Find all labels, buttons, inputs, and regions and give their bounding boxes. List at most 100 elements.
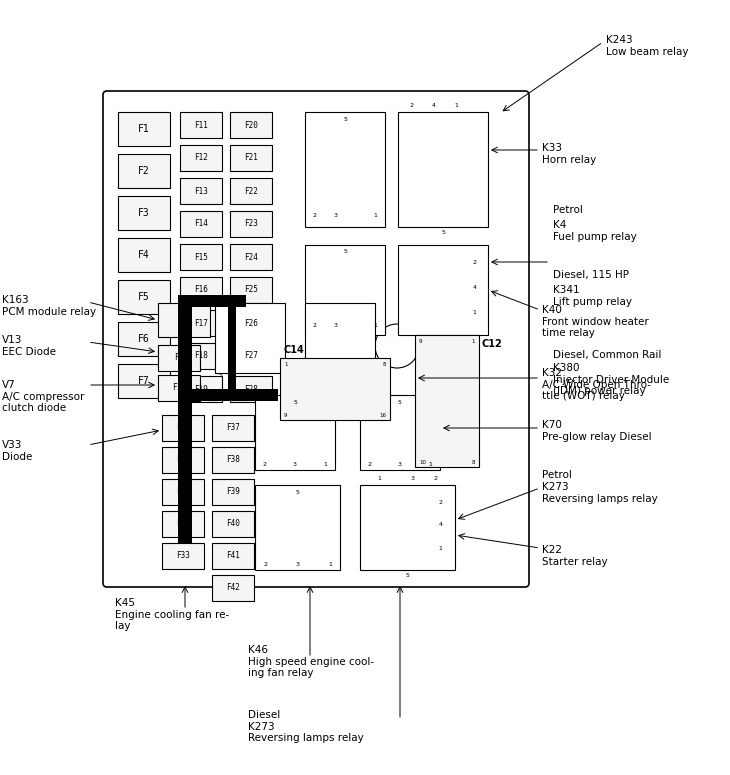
Text: K163
PCM module relay: K163 PCM module relay [2, 295, 96, 317]
Bar [419, 380, 439, 389]
Bar [434, 121, 450, 144]
Bar [419, 445, 439, 454]
Bar [308, 532, 323, 546]
Bar [180, 112, 222, 138]
Bar [162, 543, 204, 569]
Bar [360, 395, 440, 470]
Bar [178, 295, 246, 307]
Bar [230, 145, 272, 171]
Text: K22
Starter relay: K22 Starter relay [542, 545, 607, 567]
Bar [419, 419, 439, 428]
Bar [419, 367, 439, 376]
Bar [286, 392, 295, 410]
Bar [308, 546, 323, 560]
Text: F32: F32 [176, 519, 190, 529]
Text: F24: F24 [244, 253, 258, 261]
Bar [230, 376, 272, 402]
Text: 5: 5 [406, 573, 410, 578]
Bar [445, 380, 465, 389]
Bar [334, 353, 356, 366]
Text: 2: 2 [434, 476, 438, 481]
Bar [218, 321, 227, 346]
Bar [398, 112, 488, 227]
Text: K40
Front window heater
time relay: K40 Front window heater time relay [542, 305, 649, 338]
Bar [212, 447, 254, 473]
Text: 2: 2 [263, 462, 266, 467]
Text: 3: 3 [410, 476, 414, 481]
Text: V33
Diode: V33 Diode [2, 440, 32, 462]
Text: 2: 2 [264, 562, 267, 567]
Text: F39: F39 [226, 487, 240, 497]
Bar [180, 178, 222, 204]
Bar [334, 392, 343, 410]
Text: Diesel, 115 HP: Diesel, 115 HP [553, 270, 629, 280]
Bar [212, 415, 254, 441]
Bar [312, 195, 326, 214]
Bar [298, 392, 307, 410]
Text: F10: F10 [172, 384, 186, 392]
Text: 16: 16 [379, 413, 386, 418]
Text: F9: F9 [174, 353, 184, 363]
Text: 2: 2 [439, 500, 443, 505]
Text: 4: 4 [439, 522, 443, 528]
Bar [262, 532, 277, 546]
Text: F12: F12 [194, 153, 208, 163]
Bar [310, 392, 319, 410]
Bar [358, 366, 367, 384]
Text: F28: F28 [244, 384, 258, 394]
Text: 5: 5 [296, 490, 299, 495]
Bar [432, 283, 458, 293]
Bar [288, 492, 306, 504]
Text: V13
EEC Diode: V13 EEC Diode [2, 335, 56, 357]
Bar [305, 303, 375, 373]
Text: 5: 5 [293, 400, 297, 405]
Text: F11: F11 [194, 120, 208, 129]
Bar [298, 366, 307, 384]
Bar [402, 285, 414, 303]
Text: Petrol: Petrol [553, 205, 583, 215]
Text: F8: F8 [178, 315, 190, 325]
Text: 5: 5 [343, 249, 347, 253]
Bar [365, 498, 377, 515]
Bar [432, 308, 458, 318]
Bar [410, 436, 423, 449]
Text: K45
Engine cooling fan re-
lay: K45 Engine cooling fan re- lay [115, 598, 229, 631]
Bar [245, 315, 266, 328]
Bar [180, 244, 222, 270]
Bar [346, 366, 355, 384]
Text: F15: F15 [194, 253, 208, 261]
Bar [370, 392, 379, 410]
Text: F26: F26 [244, 319, 258, 328]
Text: F37: F37 [226, 423, 240, 432]
Text: C14: C14 [283, 345, 304, 355]
Text: 4: 4 [432, 103, 436, 108]
Text: 5: 5 [219, 296, 223, 301]
Bar [445, 445, 465, 454]
Text: 1: 1 [455, 103, 458, 108]
Bar [180, 343, 222, 369]
Bar [230, 343, 272, 369]
Text: F4: F4 [138, 250, 150, 260]
Bar [212, 511, 254, 537]
Bar [228, 295, 236, 401]
Bar [230, 277, 272, 303]
Text: 1: 1 [472, 339, 475, 344]
Text: Petrol: Petrol [542, 470, 572, 480]
Bar [158, 375, 200, 401]
Bar [180, 211, 222, 237]
Text: F22: F22 [244, 187, 258, 195]
Text: K341
Lift pump relay: K341 Lift pump relay [553, 285, 632, 307]
Text: F21: F21 [244, 153, 258, 163]
Text: 2: 2 [312, 213, 317, 218]
Bar [391, 401, 408, 412]
Bar [212, 575, 254, 601]
Bar [180, 145, 222, 171]
Text: C12: C12 [481, 339, 502, 349]
Text: F14: F14 [194, 219, 208, 229]
Bar [305, 112, 385, 227]
Bar [335, 252, 353, 265]
Bar [366, 436, 380, 449]
Bar [365, 523, 377, 540]
Bar [158, 345, 200, 371]
Text: 9: 9 [419, 339, 423, 344]
